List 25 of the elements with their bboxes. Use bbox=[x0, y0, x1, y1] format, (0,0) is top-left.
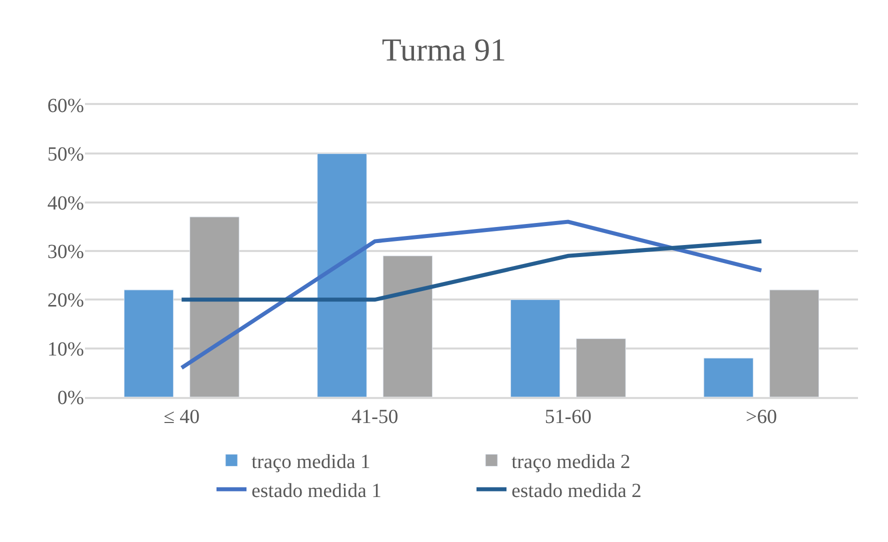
x-tick-label: ≤ 40 bbox=[164, 406, 200, 428]
x-tick-label: 51-60 bbox=[544, 406, 592, 428]
bar bbox=[382, 256, 433, 397]
y-tick-label: 40% bbox=[47, 192, 84, 214]
bar bbox=[124, 290, 174, 397]
bar bbox=[704, 358, 754, 397]
legend-label: traço medida 1 bbox=[252, 451, 370, 474]
legend-label: traço medida 2 bbox=[512, 451, 630, 474]
y-tick-label: 20% bbox=[47, 290, 84, 312]
y-tick-label: 30% bbox=[47, 241, 84, 263]
bar bbox=[190, 216, 240, 397]
y-tick-label: 0% bbox=[57, 387, 84, 409]
bar bbox=[317, 153, 367, 397]
y-tick-label: 10% bbox=[47, 338, 84, 360]
x-tick-label: >60 bbox=[746, 406, 778, 428]
legend-label: estado medida 1 bbox=[252, 480, 382, 502]
y-tick-label: 60% bbox=[47, 95, 84, 117]
x-tick-label: 41-50 bbox=[352, 406, 398, 428]
bar bbox=[510, 299, 560, 397]
y-tick-label: 50% bbox=[47, 144, 84, 166]
legend-label: estado medida 2 bbox=[512, 480, 642, 502]
line-series bbox=[180, 220, 764, 370]
chart-title: Turma 91 bbox=[382, 31, 506, 68]
bar bbox=[769, 290, 820, 397]
bar bbox=[576, 338, 626, 397]
